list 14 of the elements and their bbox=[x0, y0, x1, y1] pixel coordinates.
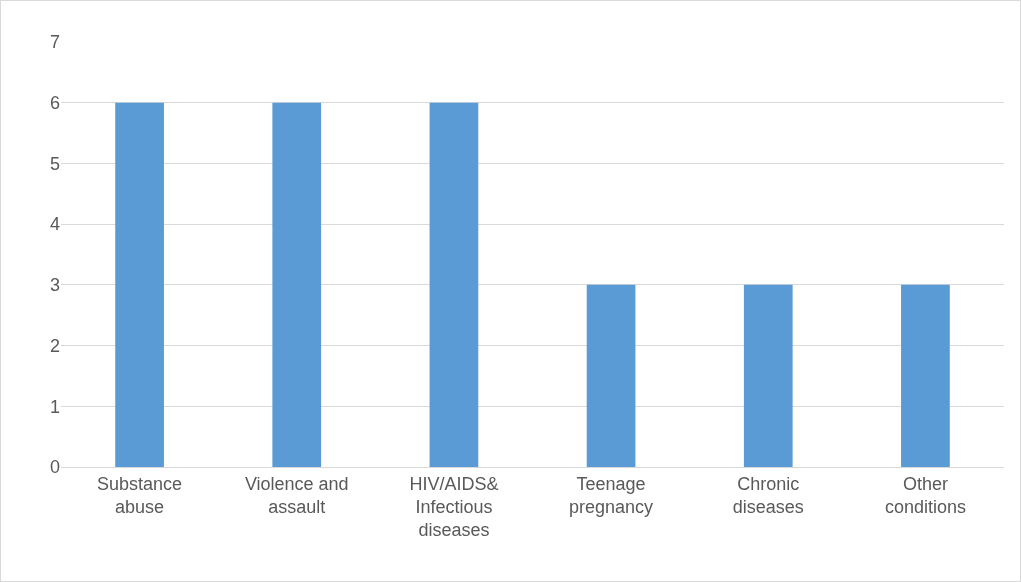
y-tick-label: 3 bbox=[49, 275, 60, 296]
y-tick-label: 6 bbox=[49, 93, 60, 114]
y-tick-label: 0 bbox=[49, 457, 60, 478]
x-tick-label: Other conditions bbox=[884, 473, 966, 517]
y-tick-label: 2 bbox=[49, 335, 60, 356]
y-tick-label: 7 bbox=[49, 32, 60, 53]
y-tick-label: 5 bbox=[49, 153, 60, 174]
y-tick-label: 4 bbox=[49, 214, 60, 235]
x-tick-label: Substance abuse bbox=[97, 473, 183, 517]
x-tick-label: Violence and assault bbox=[244, 473, 349, 517]
x-tick-label: Teenage pregnancy bbox=[569, 473, 654, 517]
x-tick-label: Chronic diseases bbox=[732, 473, 804, 517]
y-tick-label: 1 bbox=[49, 396, 60, 417]
x-tick-label: HIV/AIDS& Infectious diseases bbox=[409, 473, 499, 541]
